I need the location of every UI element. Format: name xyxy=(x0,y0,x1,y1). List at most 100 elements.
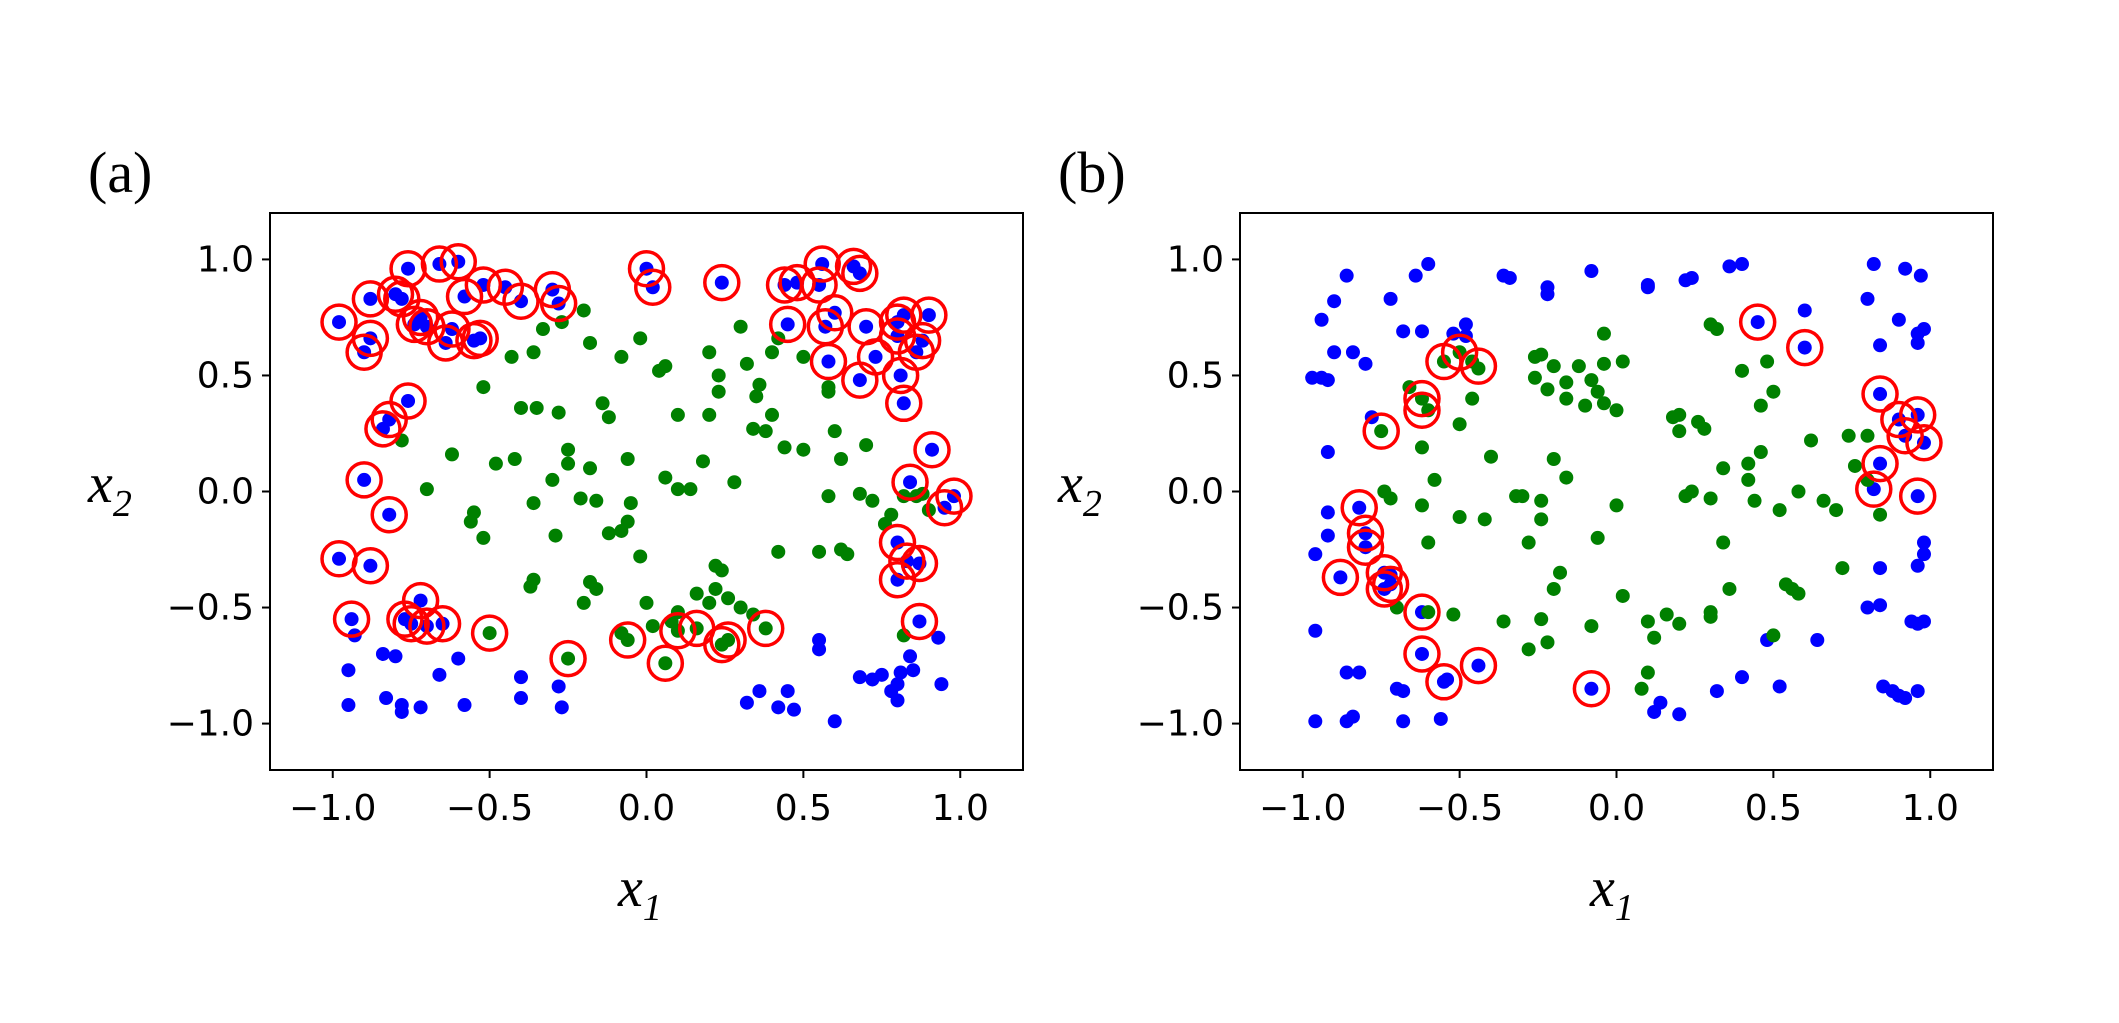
y-tick-label: −1.0 xyxy=(1137,704,1224,745)
point-green xyxy=(561,651,576,666)
point-green xyxy=(1590,530,1605,545)
highlight-ring xyxy=(856,338,895,376)
point-green xyxy=(1477,512,1492,527)
point-blue xyxy=(1308,714,1323,729)
point-blue xyxy=(903,649,918,664)
point-blue xyxy=(1647,704,1662,719)
point-green xyxy=(1634,681,1649,696)
highlight-ring xyxy=(1346,528,1385,566)
point-blue xyxy=(1910,684,1925,699)
highlight-ring xyxy=(646,644,685,682)
highlight-ring xyxy=(1425,663,1463,701)
point-green xyxy=(1534,512,1549,527)
point-green xyxy=(702,345,717,360)
point-blue xyxy=(1333,570,1348,585)
highlight-rings-a xyxy=(320,242,973,682)
highlight-ring xyxy=(1346,514,1385,553)
point-green xyxy=(765,345,779,360)
x-tick-label: 1.0 xyxy=(1902,788,1959,829)
point-blue xyxy=(1320,528,1335,543)
point-blue xyxy=(1910,616,1925,631)
y-tick-label: −0.5 xyxy=(167,588,254,629)
highlight-ring xyxy=(1365,570,1404,608)
point-green xyxy=(721,591,736,606)
point-green xyxy=(670,407,685,422)
point-green xyxy=(1540,635,1555,650)
point-green xyxy=(1741,472,1756,487)
highlight-ring xyxy=(816,294,854,332)
highlight-ring xyxy=(1403,593,1441,631)
point-blue xyxy=(1873,561,1888,576)
point-green xyxy=(1559,375,1574,390)
highlight-ring xyxy=(878,523,917,562)
point-green xyxy=(476,530,491,545)
highlight-ring xyxy=(1403,391,1441,430)
highlight-ring xyxy=(320,303,358,341)
point-green xyxy=(821,380,836,395)
point-blue xyxy=(1352,500,1367,515)
highlight-ring xyxy=(470,614,509,652)
point-blue xyxy=(780,684,795,699)
point-blue xyxy=(1910,335,1925,350)
point-green xyxy=(1578,398,1593,413)
highlight-ring xyxy=(1371,565,1410,604)
point-green xyxy=(1647,630,1662,645)
x-axis-label-a-sub: 1 xyxy=(643,887,662,929)
point-green xyxy=(865,493,880,508)
highlight-ring xyxy=(549,639,587,678)
highlight-ring xyxy=(389,382,427,420)
point-blue xyxy=(1408,268,1423,283)
highlight-ring xyxy=(364,410,402,448)
point-green xyxy=(620,633,635,648)
point-green xyxy=(733,319,748,334)
plot-frame-b xyxy=(1239,212,1994,771)
highlight-ring xyxy=(885,384,923,423)
point-green xyxy=(1760,354,1775,369)
highlight-ring xyxy=(608,621,647,659)
highlight-ring xyxy=(634,268,672,307)
point-blue xyxy=(401,261,416,276)
point-blue xyxy=(1471,658,1486,673)
point-green xyxy=(1640,614,1655,629)
point-blue xyxy=(1860,291,1875,306)
point-blue xyxy=(1358,356,1373,371)
point-green xyxy=(1766,384,1781,399)
point-blue xyxy=(1640,280,1655,295)
point-blue xyxy=(1320,445,1335,460)
point-green xyxy=(1672,616,1687,631)
point-blue xyxy=(1584,264,1599,279)
point-green xyxy=(1847,458,1862,473)
point-blue xyxy=(890,677,905,692)
point-blue xyxy=(332,551,347,566)
point-blue xyxy=(896,396,911,411)
point-blue xyxy=(852,670,867,685)
point-blue xyxy=(739,695,754,710)
highlight-ring xyxy=(395,305,434,344)
highlight-ring xyxy=(392,605,430,643)
highlight-ring xyxy=(1861,375,1899,413)
point-green xyxy=(1465,391,1480,406)
point-green xyxy=(1753,398,1768,413)
point-blue xyxy=(1414,646,1429,661)
highlight-ring xyxy=(351,547,390,585)
point-blue xyxy=(903,475,918,490)
point-green xyxy=(758,621,773,636)
point-blue xyxy=(1440,672,1455,687)
point-green xyxy=(1860,428,1875,443)
point-blue xyxy=(1327,345,1342,360)
point-green xyxy=(1672,407,1687,422)
highlight-ring xyxy=(351,319,390,358)
point-blue xyxy=(893,665,908,680)
point-green xyxy=(620,514,635,529)
highlight-ring xyxy=(913,430,951,469)
point-green xyxy=(1703,605,1718,620)
highlight-ring xyxy=(389,249,427,288)
point-green xyxy=(1609,498,1624,513)
x-tick-label: 0.5 xyxy=(775,788,832,829)
panel-a: (a) −1.0 −0.5 0.0 0.5 1.0 −1.0 −0.5 0.0 0.5 1.0 x… xyxy=(87,140,1024,929)
point-green xyxy=(1709,322,1724,337)
point-blue xyxy=(1873,456,1888,471)
plot-frame-a xyxy=(269,212,1024,771)
point-green xyxy=(1735,363,1749,378)
point-blue xyxy=(906,663,921,678)
